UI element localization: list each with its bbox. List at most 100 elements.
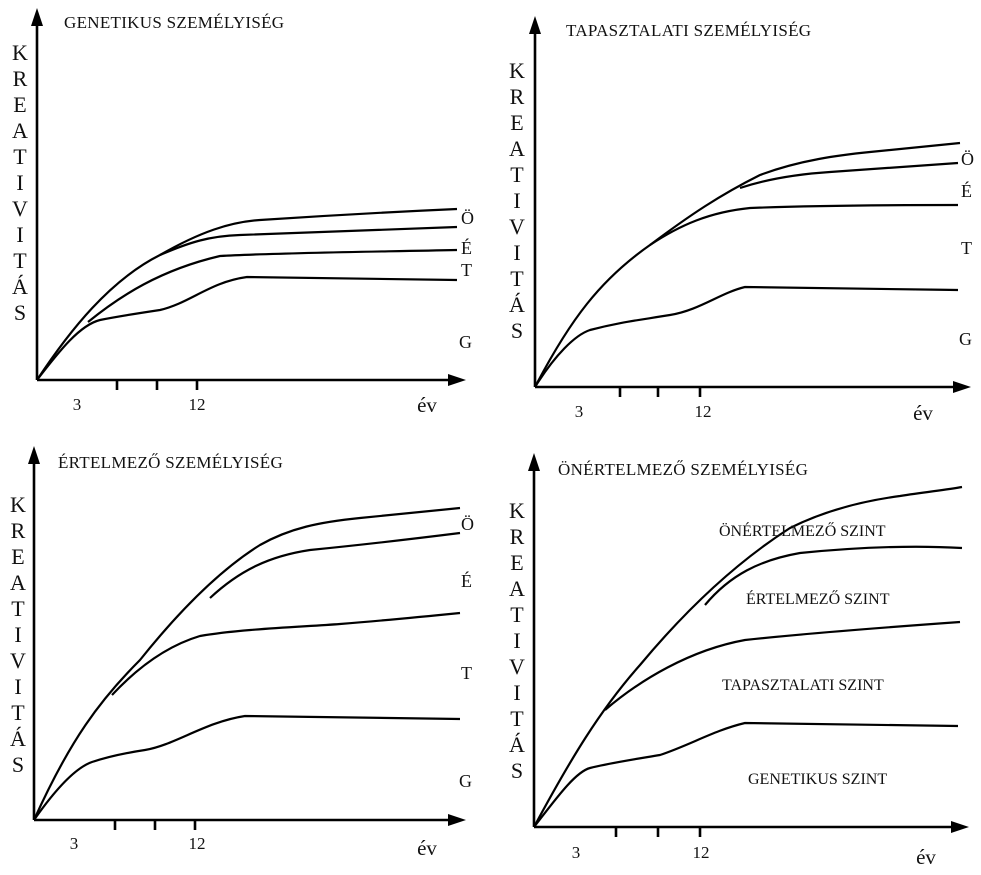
y-axis-letter: K [10, 492, 26, 517]
y-axis-arrow [31, 8, 43, 26]
curve-t [111, 611, 461, 696]
y-axis-letter: T [11, 700, 25, 725]
panel-title: TAPASZTALATI SZEMÉLYISÉG [566, 21, 811, 40]
curve-t [604, 620, 961, 711]
y-axis-letter: I [14, 622, 21, 647]
y-axis-letter: R [13, 66, 28, 91]
curve-o [36, 207, 458, 381]
y-axis-letter: T [510, 706, 524, 731]
curve-label-t: T [461, 260, 472, 280]
x-axis-arrow [448, 374, 466, 386]
x-axis-label: év [916, 845, 936, 869]
curve-g [534, 285, 959, 388]
y-axis-letter: K [509, 58, 525, 83]
y-axis-letter: A [10, 570, 26, 595]
y-axis-letter: E [11, 544, 24, 569]
curve-o [534, 141, 961, 388]
y-axis-letter: I [513, 628, 520, 653]
y-axis-letter: Á [12, 274, 28, 299]
curve-label-o: Ö [461, 514, 474, 534]
y-axis-letter: Á [10, 726, 26, 751]
x-ticks [618, 387, 702, 397]
curve-label-o: Ö [461, 208, 474, 228]
curve-g [33, 714, 461, 821]
curve-label-g: G [459, 332, 472, 352]
panel-title: ÉRTELMEZŐ SZEMÉLYISÉG [58, 453, 283, 472]
y-axis-letter: S [14, 300, 26, 325]
level-label-genetikus: GENETIKUS SZINT [748, 771, 887, 788]
y-axis-arrow [528, 453, 540, 471]
y-axis-arrow [28, 446, 40, 464]
y-axis-letter: I [513, 680, 520, 705]
x-ticks [614, 827, 702, 837]
y-axis-letter: R [510, 524, 525, 549]
level-label-tapasztalati: TAPASZTALATI SZINT [722, 677, 884, 694]
curve-o [32, 506, 461, 821]
curve-label-e: É [961, 180, 972, 201]
x-axis-label: év [417, 393, 437, 417]
x-axis-label: év [913, 401, 933, 425]
curve-g [36, 275, 458, 381]
x-ticks [113, 820, 197, 830]
y-axis-letter: S [511, 758, 523, 783]
curve-label-t: T [961, 238, 972, 258]
curve-e [159, 225, 458, 257]
y-axis-letter: S [511, 318, 523, 343]
x-tick-12: 12 [693, 843, 710, 862]
x-axis-arrow [951, 821, 969, 833]
x-tick-3: 3 [575, 402, 584, 421]
y-axis-letter: E [510, 110, 523, 135]
y-axis-letter: T [13, 248, 27, 273]
y-axis-letter: E [13, 92, 26, 117]
y-axis-letter: R [11, 518, 26, 543]
y-axis-letter: V [509, 654, 525, 679]
panel-title: GENETIKUS SZEMÉLYISÉG [64, 13, 284, 32]
y-axis-letter: Á [509, 732, 525, 757]
x-tick-12: 12 [695, 402, 712, 421]
x-axis-label: év [417, 836, 437, 860]
x-tick-3: 3 [73, 395, 82, 414]
y-axis-letter: T [11, 596, 25, 621]
curve-label-t: T [461, 663, 472, 683]
level-label-onertelmezo: ÖNÉRTELMEZŐ SZINT [719, 521, 886, 540]
curve-label-g: G [959, 329, 972, 349]
y-axis-letter: T [13, 144, 27, 169]
curve-label-o: Ö [961, 149, 974, 169]
x-tick-3: 3 [572, 843, 581, 862]
y-axis-letter: K [509, 498, 525, 523]
y-axis-letter: I [14, 674, 21, 699]
y-axis-letter: A [509, 576, 525, 601]
curve-e [739, 161, 959, 190]
curve-e [209, 531, 461, 599]
curve-label-g: G [459, 771, 472, 791]
curve-g [533, 721, 959, 828]
y-axis-letter: S [12, 752, 24, 777]
panel-title: ÖNÉRTELMEZŐ SZEMÉLYISÉG [558, 460, 808, 479]
level-label-ertelmezo: ÉRTELMEZŐ SZINT [746, 589, 890, 608]
x-tick-3: 3 [70, 834, 79, 853]
curve-t [87, 248, 458, 323]
y-axis-letter: A [509, 136, 525, 161]
x-tick-12: 12 [189, 395, 206, 414]
curve-o [533, 485, 963, 828]
y-axis-letter: T [510, 602, 524, 627]
y-axis-letter: T [510, 162, 524, 187]
y-axis-letter: I [513, 240, 520, 265]
y-axis-arrow [529, 16, 541, 34]
x-tick-12: 12 [189, 834, 206, 853]
y-axis-letter: I [513, 188, 520, 213]
y-axis-letter: T [510, 266, 524, 291]
y-axis-letter: E [510, 550, 523, 575]
y-axis-letter: R [510, 84, 525, 109]
curve-e [704, 545, 963, 606]
y-axis-letter: K [12, 40, 28, 65]
curve-t [649, 203, 959, 246]
